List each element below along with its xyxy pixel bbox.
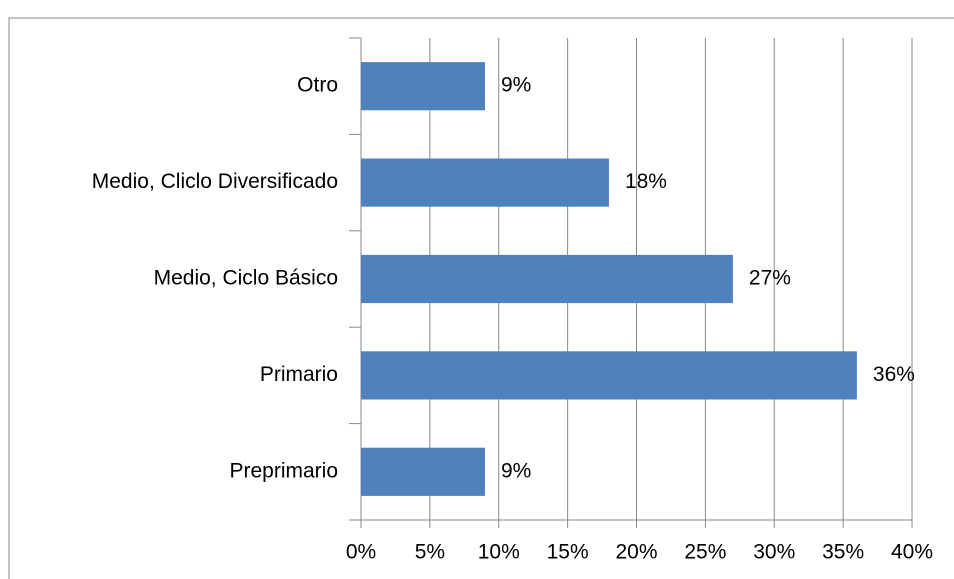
x-tick-label: 35% [822, 541, 864, 564]
x-tick-label: 25% [684, 541, 726, 564]
x-tick-label: 20% [615, 541, 657, 564]
bar [361, 254, 733, 304]
y-tick-label: Preprimario [229, 459, 338, 482]
bar [361, 62, 485, 111]
x-tick-label: 10% [478, 541, 520, 564]
y-tick-label: Otro [297, 74, 338, 97]
data-label: 9% [501, 74, 531, 97]
data-label: 27% [749, 267, 791, 290]
chart-border [8, 17, 954, 579]
x-tick-label: 40% [891, 541, 933, 564]
y-tick-label: Primario [260, 363, 338, 386]
x-tick-label: 5% [415, 541, 445, 564]
x-tick-label: 30% [753, 541, 795, 564]
data-label: 9% [501, 459, 531, 482]
bar [361, 351, 857, 400]
bar [361, 447, 485, 496]
x-tick-label: 0% [346, 541, 376, 564]
data-label: 36% [873, 363, 915, 386]
bar [361, 158, 609, 207]
x-tick-label: 15% [547, 541, 589, 564]
data-label: 18% [625, 170, 667, 193]
y-tick-label: Medio, Ciclo Básico [154, 267, 338, 290]
y-tick-label: Medio, Cliclo Diversificado [92, 170, 338, 193]
